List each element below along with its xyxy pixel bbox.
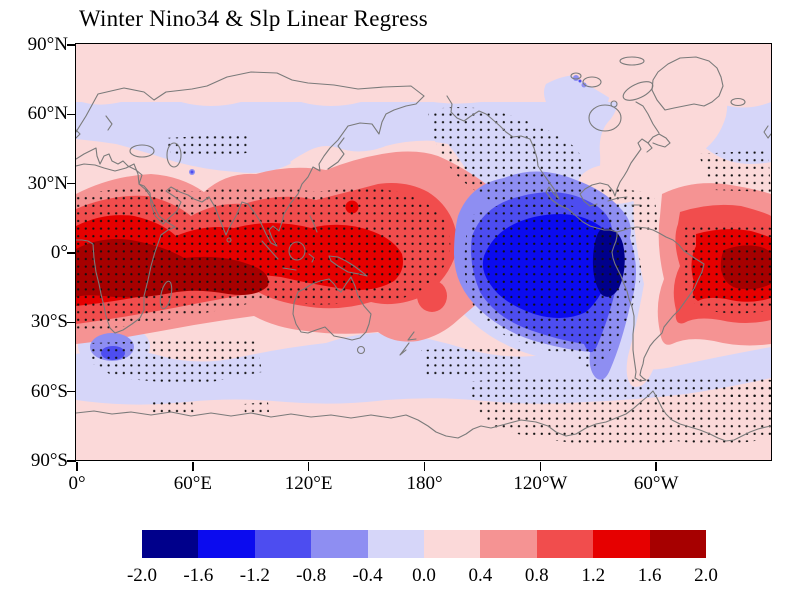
y-axis-tick: [67, 44, 76, 46]
x-axis-label: 60°E: [173, 473, 212, 494]
x-axis-tick: [76, 462, 78, 471]
colorbar-cell: [536, 530, 594, 558]
colorbar-cell: [367, 530, 425, 558]
colorbar-tick-label: 0.0: [412, 565, 436, 586]
x-axis-tick: [192, 462, 194, 471]
x-axis-label: 60°W: [633, 473, 679, 494]
colorbar-cell: [142, 530, 199, 558]
y-axis-tick: [67, 390, 76, 393]
figure-title: Winter Nino34 & Slp Linear Regress: [79, 6, 428, 31]
y-axis-label: 30°S: [30, 311, 68, 333]
map-plot: [75, 43, 773, 462]
colorbar-cell: [424, 530, 481, 558]
y-axis-label: 60°S: [30, 380, 68, 402]
colorbar-cell: [198, 530, 255, 558]
y-axis-label: 90°S: [30, 450, 68, 471]
colorbar-tick-label: -1.6: [183, 565, 214, 586]
colorbar-cell: [254, 530, 312, 558]
colorbar-cell: [480, 530, 537, 558]
y-axis-label: 30°N: [27, 172, 68, 194]
colorbar-tick-label: -0.4: [352, 565, 383, 586]
x-axis-tick: [307, 462, 310, 471]
colorbar-tick-label: 0.4: [468, 565, 493, 586]
x-axis-tick: [423, 462, 426, 471]
map-canvas: [76, 44, 772, 461]
x-axis-label: 120°W: [513, 473, 568, 494]
y-axis-tick: [67, 113, 76, 116]
y-axis-label: 60°N: [27, 103, 68, 125]
y-axis-label: 90°N: [27, 34, 68, 55]
y-axis-tick: [67, 460, 76, 462]
x-axis-tick: [655, 462, 657, 471]
colorbar-tick-label: 1.2: [581, 565, 606, 586]
colorbar-tick-label: 2.0: [694, 565, 718, 586]
y-axis-label: 0°: [50, 242, 68, 263]
coastlines: [76, 56, 772, 442]
colorbar-tick-label: -0.8: [296, 565, 327, 586]
colorbar-cell: [593, 530, 650, 558]
colorbar-tick-label: 1.6: [637, 565, 662, 586]
x-axis-tick: [539, 462, 542, 471]
x-axis-label: 180°: [406, 473, 443, 494]
colorbar-tick-label: 0.8: [524, 565, 549, 586]
y-axis-tick: [67, 252, 76, 254]
colorbar: [142, 530, 707, 558]
y-axis-tick: [67, 182, 76, 185]
colorbar-cell: [649, 530, 707, 558]
colorbar-tick-label: -1.2: [239, 565, 270, 586]
colorbar-tick-label: -2.0: [126, 565, 158, 586]
x-axis-label: 0°: [68, 473, 86, 494]
colorbar-cell: [311, 530, 368, 558]
y-axis-tick: [67, 321, 76, 324]
x-axis-label: 120°E: [284, 473, 333, 494]
